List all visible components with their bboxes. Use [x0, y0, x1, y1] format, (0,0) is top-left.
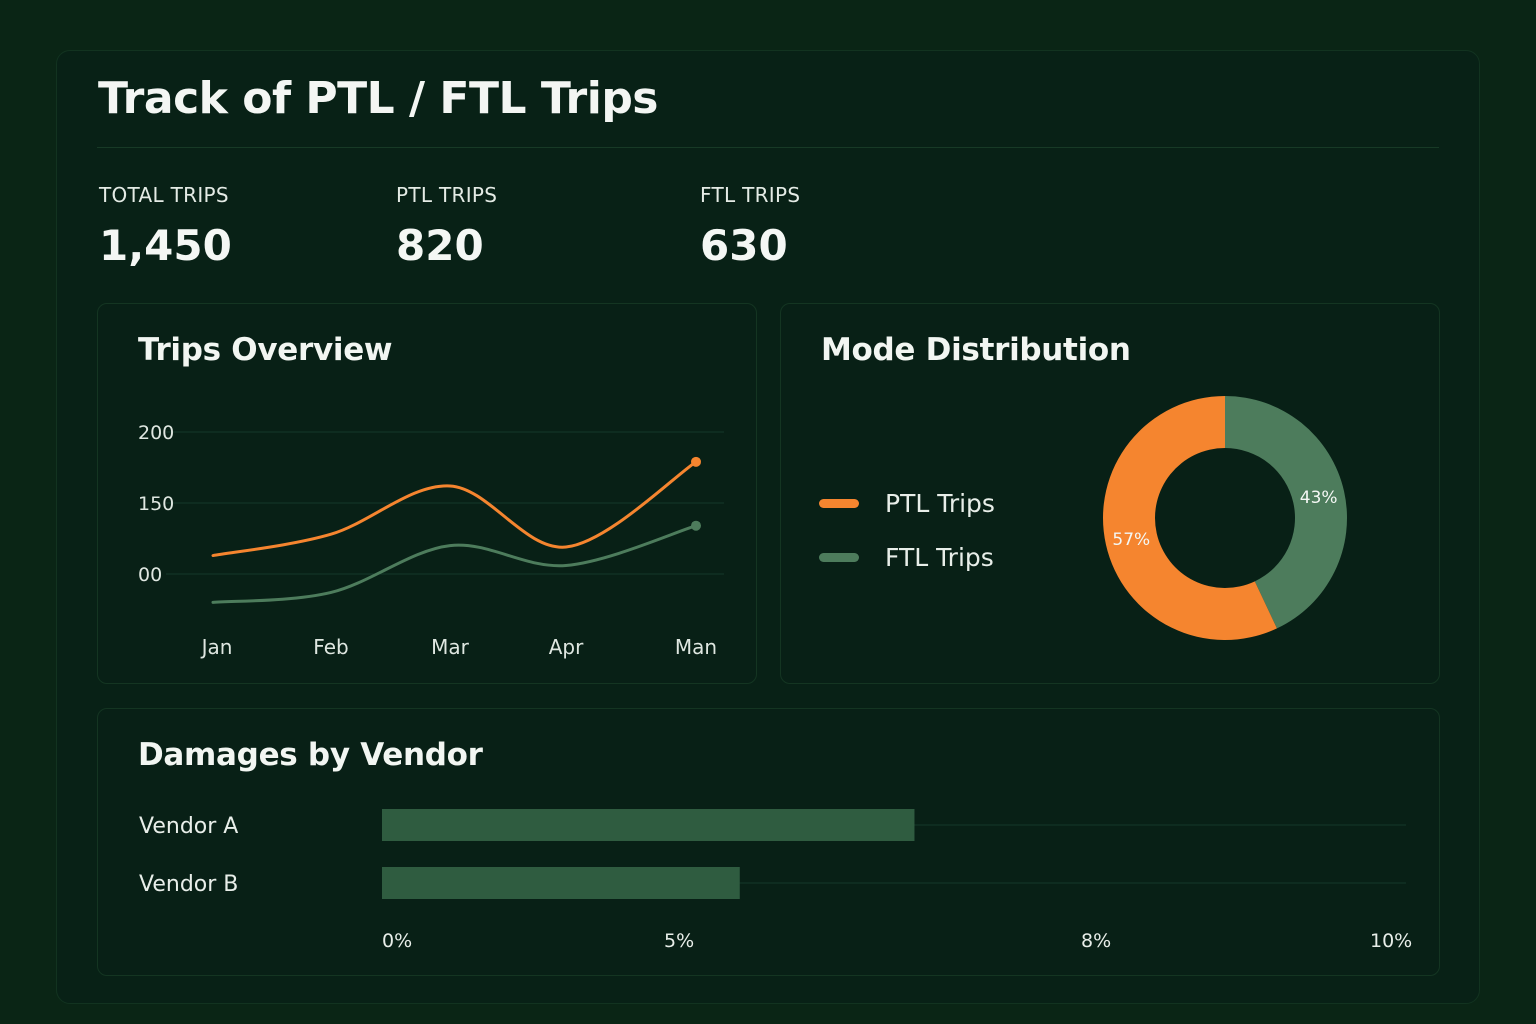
damage-bar — [382, 809, 915, 841]
ptl-series-line — [211, 460, 698, 558]
damages-panel: Damages by Vendor Vendor A Vendor B 0% 5% 8… — [97, 708, 1440, 976]
dashboard-card: Track of PTL / FTL Trips TOTAL TRIPS 1,4… — [56, 50, 1480, 1004]
donut-slice-label: 43% — [1300, 488, 1338, 508]
trips-overview-panel: Trips Overview 200 150 00 Jan Feb Mar Apr Man — [97, 303, 757, 684]
x-tick-label: 10% — [1370, 930, 1412, 952]
donut-slice-label: 57% — [1112, 530, 1150, 550]
ftl-swatch — [819, 552, 859, 562]
stat-value: 820 — [396, 221, 484, 270]
ftl-end-point — [691, 520, 701, 531]
stat-value: 630 — [700, 221, 788, 270]
mode-legend: PTL Trips FTL Trips — [819, 476, 995, 584]
mode-donut-chart: 43% 57% — [1102, 396, 1347, 640]
mode-distribution-title: Mode Distribution — [821, 332, 1131, 368]
x-tick-label: Feb — [313, 635, 348, 659]
x-tick-label: Apr — [549, 635, 584, 659]
stat-total-trips: TOTAL TRIPS 1,450 — [99, 183, 232, 270]
stat-label: TOTAL TRIPS — [99, 183, 229, 207]
legend-item-ptl: PTL Trips — [819, 476, 995, 530]
legend-label: FTL Trips — [885, 542, 994, 572]
x-tick-label: 8% — [1081, 930, 1111, 952]
stat-ftl-trips: FTL TRIPS 630 — [700, 183, 800, 270]
mode-distribution-panel: Mode Distribution PTL Trips FTL Trips 43… — [780, 303, 1440, 684]
legend-label: PTL Trips — [885, 488, 995, 518]
stat-ptl-trips: PTL TRIPS 820 — [396, 183, 497, 270]
damages-bar-chart: Vendor A Vendor B 0% 5% 8% 10% — [139, 809, 1412, 952]
page-title: Track of PTL / FTL Trips — [98, 73, 659, 124]
vendor-label: Vendor A — [139, 814, 238, 839]
x-tick-label: Man — [675, 635, 717, 659]
vendor-label: Vendor B — [139, 872, 238, 897]
x-tick-label: 0% — [382, 930, 412, 952]
donut-slice — [1102, 396, 1277, 640]
x-tick-label: 5% — [664, 930, 694, 952]
damages-title: Damages by Vendor — [138, 737, 483, 773]
y-tick-label: 200 — [138, 422, 174, 444]
title-divider — [97, 147, 1439, 148]
legend-item-ftl: FTL Trips — [819, 530, 995, 584]
x-tick-label: Mar — [431, 635, 470, 659]
trips-line-chart: 200 150 00 Jan Feb Mar Apr Man — [138, 422, 724, 659]
stat-label: FTL TRIPS — [700, 183, 801, 207]
y-tick-label: 00 — [138, 564, 162, 586]
ptl-end-point — [691, 456, 701, 467]
trips-overview-title: Trips Overview — [138, 332, 393, 368]
y-tick-label: 150 — [138, 493, 174, 515]
ptl-swatch — [819, 498, 859, 508]
stat-value: 1,450 — [99, 221, 232, 270]
damage-bar — [382, 867, 740, 899]
ftl-series-line — [211, 524, 698, 604]
stat-label: PTL TRIPS — [396, 183, 498, 207]
donut-slice — [1225, 396, 1347, 629]
x-tick-label: Jan — [200, 635, 233, 659]
